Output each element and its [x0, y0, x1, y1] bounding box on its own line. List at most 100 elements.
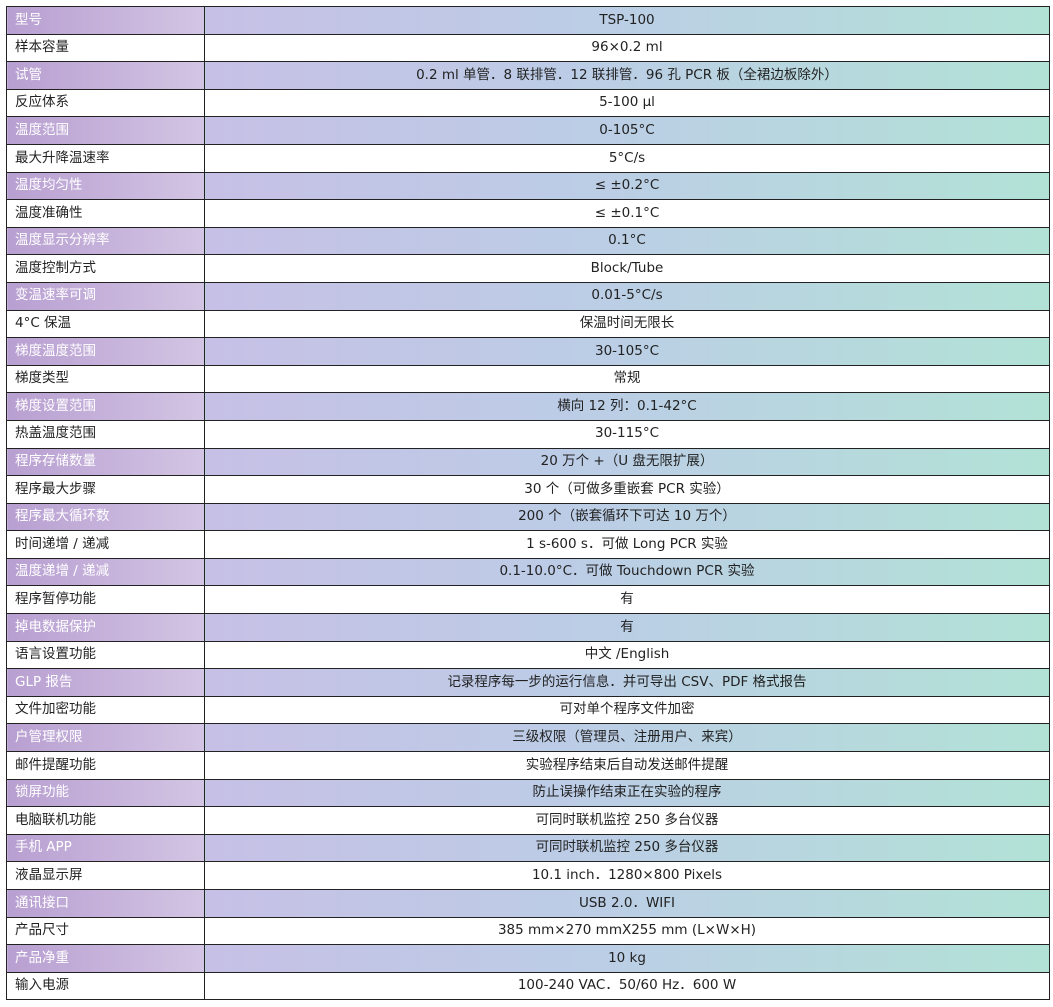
spec-row: 手机 APP 可同时联机监控 250 多台仪器 — [6, 833, 1050, 863]
spec-label: 产品尺寸 — [6, 916, 205, 946]
spec-row: 输入电源 100-240 VAC．50/60 Hz．600 W — [6, 971, 1050, 1001]
spec-value: TSP-100 — [204, 6, 1050, 35]
spec-value: 0.01-5°C/s — [204, 281, 1050, 311]
spec-value: 1 s-600 s．可做 Long PCR 实验 — [204, 530, 1050, 559]
spec-value: 385 mm×270 mmX255 mm (L×W×H) — [204, 916, 1050, 946]
spec-value: 实验程序结束后自动发送邮件提醒 — [204, 751, 1050, 780]
spec-row: 温度控制方式 Block/Tube — [6, 254, 1050, 283]
spec-row: 户管理权限 三级权限（管理员、注册用户、来宾） — [6, 723, 1050, 753]
spec-value: 0.1°C — [204, 226, 1050, 256]
spec-row: 试管 0.2 ml 单管．8 联排管．12 联排管．96 孔 PCR 板（全裙边板… — [6, 61, 1050, 90]
spec-label: 电脑联机功能 — [6, 806, 205, 835]
spec-row: 程序暂停功能有 — [6, 585, 1050, 615]
spec-label: GLP 报告 — [6, 668, 205, 697]
spec-value: 三级权限（管理员、注册用户、来宾） — [204, 723, 1050, 753]
spec-table: 型号 TSP-100 样本容量 96×0.2 ml 试管 0.2 ml 单管．8 联排管．… — [6, 6, 1050, 1001]
spec-row: 掉电数据保护有 — [6, 613, 1050, 642]
spec-value: ≤ ±0.2°C — [204, 171, 1050, 201]
spec-label: 梯度类型 — [6, 364, 205, 394]
spec-row: 电脑联机功能 可同时联机监控 250 多台仪器 — [6, 806, 1050, 835]
spec-row: 通讯接口 USB 2.0．WIFI — [6, 889, 1050, 918]
spec-row: 产品净重 10 kg — [6, 944, 1050, 973]
spec-row: 样本容量 96×0.2 ml — [6, 33, 1050, 63]
spec-label: 梯度设置范围 — [6, 392, 205, 421]
spec-value: 保温时间无限长 — [204, 309, 1050, 339]
spec-value: 0-105°C — [204, 116, 1050, 145]
spec-label: 型号 — [6, 6, 205, 35]
spec-value: 30 个（可做多重嵌套 PCR 实验） — [204, 475, 1050, 504]
spec-value: 有 — [204, 613, 1050, 642]
spec-value: ≤ ±0.1°C — [204, 199, 1050, 228]
spec-label: 液晶显示屏 — [6, 861, 205, 890]
spec-row: 语言设置功能 中文 /English — [6, 640, 1050, 670]
spec-label: 热盖温度范围 — [6, 419, 205, 449]
spec-label: 温度控制方式 — [6, 254, 205, 283]
spec-label: 产品净重 — [6, 944, 205, 973]
spec-label: 变温速率可调 — [6, 281, 205, 311]
spec-value: 记录程序每一步的运行信息．并可导出 CSV、PDF 格式报告 — [204, 668, 1050, 697]
spec-value: 可同时联机监控 250 多台仪器 — [204, 806, 1050, 835]
spec-label: 邮件提醒功能 — [6, 751, 205, 780]
spec-row: 变温速率可调 0.01-5°C/s — [6, 281, 1050, 311]
spec-value: 100-240 VAC．50/60 Hz．600 W — [204, 971, 1050, 1001]
spec-label: 梯度温度范围 — [6, 337, 205, 366]
spec-row: 梯度温度范围 30-105°C — [6, 337, 1050, 366]
spec-value: 30-115°C — [204, 419, 1050, 449]
spec-label: 最大升降温速率 — [6, 143, 205, 173]
spec-value: USB 2.0．WIFI — [204, 889, 1050, 918]
spec-value: 5°C/s — [204, 143, 1050, 173]
spec-label: 锁屏功能 — [6, 778, 205, 808]
spec-row: 邮件提醒功能 实验程序结束后自动发送邮件提醒 — [6, 751, 1050, 780]
spec-label: 户管理权限 — [6, 723, 205, 753]
spec-label: 输入电源 — [6, 971, 205, 1001]
spec-row: 时间递增 / 递减 1 s-600 s．可做 Long PCR 实验 — [6, 530, 1050, 559]
spec-label: 掉电数据保护 — [6, 613, 205, 642]
spec-value: 20 万个 +（U 盘无限扩展） — [204, 447, 1050, 477]
spec-value: 0.2 ml 单管．8 联排管．12 联排管．96 孔 PCR 板（全裙边板除外… — [204, 61, 1050, 90]
spec-value: 可同时联机监控 250 多台仪器 — [204, 833, 1050, 863]
spec-row: 热盖温度范围 30-115°C — [6, 419, 1050, 449]
spec-label: 样本容量 — [6, 33, 205, 63]
spec-row: 锁屏功能 防止误操作结束正在实验的程序 — [6, 778, 1050, 808]
spec-row: 温度显示分辨率 0.1°C — [6, 226, 1050, 256]
spec-value: 200 个（嵌套循环下可达 10 万个） — [204, 502, 1050, 532]
spec-label: 时间递增 / 递减 — [6, 530, 205, 559]
spec-label: 程序暂停功能 — [6, 585, 205, 615]
spec-label: 反应体系 — [6, 88, 205, 118]
spec-value: Block/Tube — [204, 254, 1050, 283]
spec-value: 10.1 inch．1280×800 Pixels — [204, 861, 1050, 890]
spec-label: 试管 — [6, 61, 205, 90]
spec-row: 反应体系 5-100 µl — [6, 88, 1050, 118]
spec-label: 温度显示分辨率 — [6, 226, 205, 256]
spec-value: 5-100 µl — [204, 88, 1050, 118]
spec-row: GLP 报告 记录程序每一步的运行信息．并可导出 CSV、PDF 格式报告 — [6, 668, 1050, 697]
spec-value: 30-105°C — [204, 337, 1050, 366]
spec-label: 语言设置功能 — [6, 640, 205, 670]
spec-value: 可对单个程序文件加密 — [204, 695, 1050, 725]
spec-value: 96×0.2 ml — [204, 33, 1050, 63]
spec-value: 中文 /English — [204, 640, 1050, 670]
spec-row: 温度递增 / 递减 0.1-10.0°C．可做 Touchdown PCR 实验 — [6, 557, 1050, 587]
spec-label: 程序最大循环数 — [6, 502, 205, 532]
spec-label: 温度均匀性 — [6, 171, 205, 201]
spec-value: 常规 — [204, 364, 1050, 394]
spec-row: 4°C 保温 保温时间无限长 — [6, 309, 1050, 339]
spec-label: 温度准确性 — [6, 199, 205, 228]
spec-value: 有 — [204, 585, 1050, 615]
spec-row: 温度范围 0-105°C — [6, 116, 1050, 145]
spec-label: 温度递增 / 递减 — [6, 557, 205, 587]
spec-label: 4°C 保温 — [6, 309, 205, 339]
spec-row: 温度准确性 ≤ ±0.1°C — [6, 199, 1050, 228]
spec-label: 程序存储数量 — [6, 447, 205, 477]
spec-row: 梯度设置范围 横向 12 列：0.1-42°C — [6, 392, 1050, 421]
spec-label: 通讯接口 — [6, 889, 205, 918]
spec-row: 程序最大步骤 30 个（可做多重嵌套 PCR 实验） — [6, 475, 1050, 504]
spec-label: 程序最大步骤 — [6, 475, 205, 504]
spec-row: 梯度类型 常规 — [6, 364, 1050, 394]
spec-value: 防止误操作结束正在实验的程序 — [204, 778, 1050, 808]
spec-value: 10 kg — [204, 944, 1050, 973]
spec-row: 程序最大循环数 200 个（嵌套循环下可达 10 万个） — [6, 502, 1050, 532]
spec-value: 横向 12 列：0.1-42°C — [204, 392, 1050, 421]
spec-label: 文件加密功能 — [6, 695, 205, 725]
spec-label: 温度范围 — [6, 116, 205, 145]
